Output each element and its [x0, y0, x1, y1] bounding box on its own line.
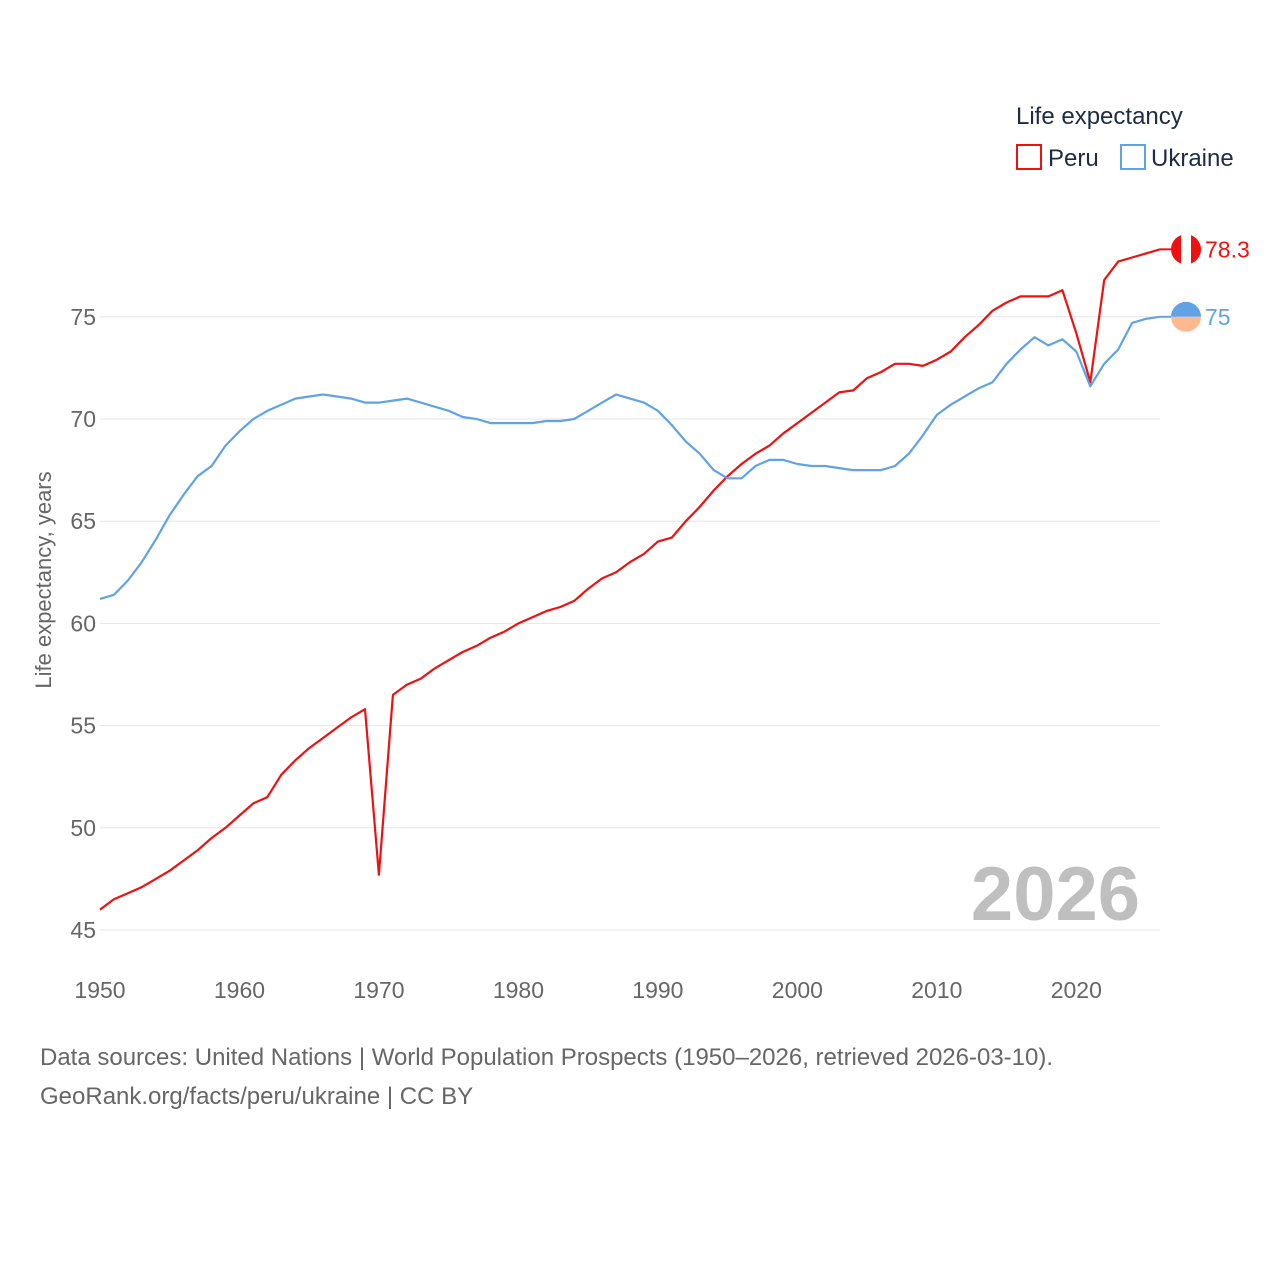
ukraine-flag-icon: [1171, 301, 1201, 332]
ukraine-flag-top: [1171, 301, 1201, 317]
x-tick-label-1960: 1960: [214, 977, 265, 1003]
legend-swatch-peru[interactable]: [1016, 144, 1042, 170]
x-tick-label-2020: 2020: [1051, 977, 1102, 1003]
y-tick-label-50: 50: [70, 815, 96, 841]
year-watermark: 2026: [971, 852, 1140, 937]
y-tick-label-70: 70: [70, 406, 96, 432]
y-axis-ticks: 45 50 55 60 65 70 75: [70, 304, 96, 943]
series-line-ukraine[interactable]: [99, 315, 1161, 600]
x-tick-label-1980: 1980: [493, 977, 544, 1003]
x-tick-label-1970: 1970: [353, 977, 404, 1003]
x-tick-label-2010: 2010: [911, 977, 962, 1003]
peru-flag-stripes: [1171, 234, 1201, 265]
y-tick-label-65: 65: [70, 508, 96, 534]
end-markers: 78.3 75: [1160, 234, 1250, 332]
legend-title: Life expectancy: [1016, 103, 1183, 130]
ukraine-flag-stripes: [1171, 301, 1201, 332]
y-tick-label-45: 45: [70, 917, 96, 943]
x-tick-label-1950: 1950: [74, 977, 125, 1003]
y-tick-label-55: 55: [70, 713, 96, 739]
peru-flag-icon: [1171, 234, 1201, 265]
legend-label-ukraine[interactable]: Ukraine: [1151, 145, 1234, 172]
legend-swatch-ukraine[interactable]: [1120, 144, 1146, 170]
x-tick-label-2000: 2000: [772, 977, 823, 1003]
y-tick-label-75: 75: [70, 304, 96, 330]
footer-credit[interactable]: GeoRank.org/facts/peru/ukraine | CC BY: [40, 1083, 474, 1110]
legend-label-peru[interactable]: Peru: [1048, 145, 1099, 172]
grid-lines: [100, 316, 1160, 931]
x-tick-label-1990: 1990: [632, 977, 683, 1003]
peru-flag-left: [1171, 234, 1181, 265]
legend: Life expectancy Peru Ukraine: [1016, 103, 1234, 172]
peru-flag-right: [1191, 234, 1201, 265]
ukraine-flag-bottom: [1171, 316, 1201, 332]
end-label-ukraine: 75: [1205, 304, 1231, 330]
footer-source: Data sources: United Nations | World Pop…: [40, 1044, 1054, 1071]
y-tick-label-60: 60: [70, 610, 96, 636]
x-axis-ticks: 1950 1960 1970 1980 1990 2000 2010 2020: [74, 977, 1101, 1003]
end-label-peru: 78.3: [1205, 236, 1250, 262]
peru-flag-middle: [1181, 234, 1191, 265]
y-axis-label: Life expectancy, years: [31, 471, 56, 688]
series-line-peru[interactable]: [99, 248, 1161, 911]
series-lines: [99, 248, 1161, 911]
